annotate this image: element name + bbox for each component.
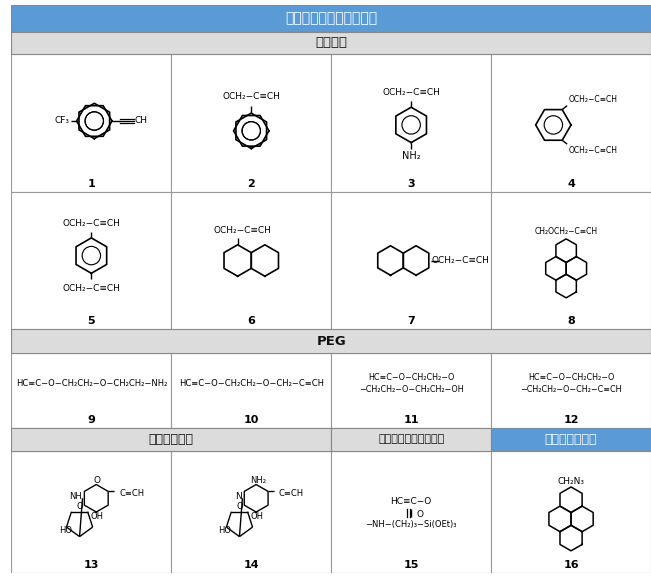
Text: OCH₂−C≡CH: OCH₂−C≡CH bbox=[222, 92, 280, 101]
Bar bbox=[171, 192, 331, 329]
Text: HO: HO bbox=[59, 526, 72, 535]
Bar bbox=[12, 32, 651, 54]
Bar bbox=[331, 54, 491, 192]
Text: O: O bbox=[94, 476, 101, 485]
Text: −NH−(CH₂)₃−Si(OEt)₃: −NH−(CH₂)₃−Si(OEt)₃ bbox=[365, 520, 457, 529]
Text: CH₂N₃: CH₂N₃ bbox=[557, 477, 585, 486]
Bar bbox=[12, 54, 171, 192]
Text: HO: HO bbox=[219, 526, 232, 535]
Text: CH: CH bbox=[135, 117, 148, 125]
Bar bbox=[491, 451, 651, 573]
Text: HC≡C−O: HC≡C−O bbox=[391, 497, 432, 506]
Text: 10: 10 bbox=[243, 414, 259, 425]
Text: 16: 16 bbox=[563, 560, 579, 570]
Text: 12: 12 bbox=[563, 414, 579, 425]
Text: OCH₂−C≡CH: OCH₂−C≡CH bbox=[382, 88, 440, 97]
Text: ヌクレオシド: ヌクレオシド bbox=[149, 433, 194, 446]
Text: C≡CH: C≡CH bbox=[119, 489, 144, 498]
Bar bbox=[12, 451, 171, 573]
Text: CH₂OCH₂−C≡CH: CH₂OCH₂−C≡CH bbox=[534, 227, 598, 235]
Text: OH: OH bbox=[251, 512, 264, 521]
Text: 13: 13 bbox=[84, 560, 99, 570]
Text: OCH₂−C≡CH: OCH₂−C≡CH bbox=[62, 284, 120, 292]
Text: 6: 6 bbox=[247, 316, 255, 327]
Text: 14: 14 bbox=[243, 560, 259, 570]
Text: O: O bbox=[416, 510, 423, 520]
Text: N: N bbox=[234, 492, 242, 501]
Text: アジドブロック: アジドブロック bbox=[545, 433, 598, 446]
Text: OCH₂−C≡CH: OCH₂−C≡CH bbox=[569, 146, 618, 154]
Text: HC≡C−O−CH₂CH₂−O−CH₂CH₂−NH₂: HC≡C−O−CH₂CH₂−O−CH₂CH₂−NH₂ bbox=[16, 379, 167, 388]
Text: HC≡C−O−CH₂CH₂−O−CH₂−C≡CH: HC≡C−O−CH₂CH₂−O−CH₂−C≡CH bbox=[179, 379, 324, 388]
Bar bbox=[12, 192, 171, 329]
Text: −CH₂CH₂−O−CH₂−C≡CH: −CH₂CH₂−O−CH₂−C≡CH bbox=[520, 385, 622, 394]
Bar bbox=[491, 428, 651, 451]
Text: CF₃: CF₃ bbox=[55, 117, 70, 125]
Text: 2: 2 bbox=[247, 179, 255, 189]
Bar bbox=[331, 428, 491, 451]
Text: PEG: PEG bbox=[316, 335, 346, 347]
Text: NH: NH bbox=[69, 492, 81, 501]
Text: OCH₂−C≡CH: OCH₂−C≡CH bbox=[214, 225, 271, 235]
Text: NH₂: NH₂ bbox=[402, 151, 421, 161]
Text: NH₂: NH₂ bbox=[250, 476, 266, 485]
Text: 11: 11 bbox=[404, 414, 419, 425]
Text: 5: 5 bbox=[87, 316, 95, 327]
Text: O: O bbox=[76, 502, 83, 510]
Text: OCH₂−C≡CH: OCH₂−C≡CH bbox=[569, 95, 618, 104]
Text: 15: 15 bbox=[404, 560, 419, 570]
Text: −CH₂CH₂−O−CH₂CH₂−OH: −CH₂CH₂−O−CH₂CH₂−OH bbox=[359, 385, 464, 394]
Bar bbox=[331, 192, 491, 329]
Bar bbox=[171, 353, 331, 428]
Bar bbox=[171, 54, 331, 192]
Bar bbox=[12, 329, 651, 353]
Text: O: O bbox=[236, 502, 243, 510]
Text: HC≡C−O−CH₂CH₂−O: HC≡C−O−CH₂CH₂−O bbox=[368, 373, 454, 382]
Text: アリール: アリール bbox=[315, 36, 347, 49]
Bar bbox=[171, 451, 331, 573]
Bar bbox=[491, 192, 651, 329]
Text: OH: OH bbox=[90, 512, 104, 521]
Bar bbox=[12, 428, 331, 451]
Text: 9: 9 bbox=[87, 414, 95, 425]
Text: 3: 3 bbox=[408, 179, 415, 189]
Bar bbox=[12, 353, 171, 428]
Text: 1: 1 bbox=[87, 179, 95, 189]
Text: 8: 8 bbox=[567, 316, 575, 327]
Text: 末端アセチレンブロック: 末端アセチレンブロック bbox=[285, 11, 378, 25]
Bar bbox=[331, 353, 491, 428]
Text: シランカップリング剤: シランカップリング剤 bbox=[378, 434, 444, 444]
Text: OCH₂−C≡CH: OCH₂−C≡CH bbox=[62, 218, 120, 228]
Bar bbox=[331, 451, 491, 573]
Text: HC≡C−O−CH₂CH₂−O: HC≡C−O−CH₂CH₂−O bbox=[528, 373, 615, 382]
Text: OCH₂−C≡CH: OCH₂−C≡CH bbox=[432, 256, 489, 265]
Bar bbox=[491, 54, 651, 192]
Text: 4: 4 bbox=[567, 179, 575, 189]
Text: C≡CH: C≡CH bbox=[279, 489, 304, 498]
Bar bbox=[491, 353, 651, 428]
Bar bbox=[12, 5, 651, 32]
Text: 7: 7 bbox=[408, 316, 415, 327]
